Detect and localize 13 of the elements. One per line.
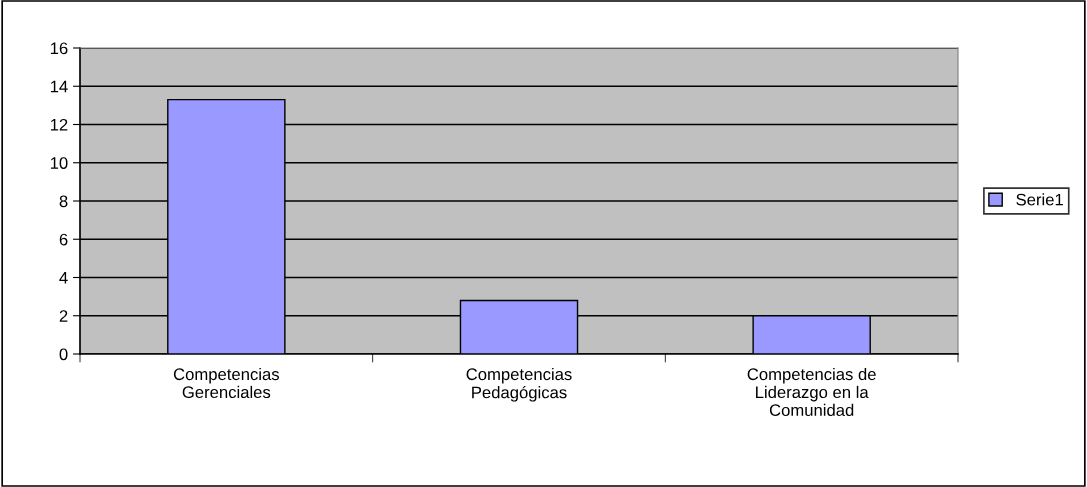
legend-label: Serie1	[1016, 193, 1063, 206]
y-tick-label: 12	[50, 118, 68, 131]
x-tick-label: Competencias de Liderazgo en la Comunidad	[747, 367, 876, 417]
y-tick-label: 0	[59, 348, 68, 361]
y-tick-label: 2	[59, 310, 68, 322]
y-tick-label: 6	[59, 233, 68, 246]
y-tick-label: 4	[59, 272, 68, 284]
x-tick-label: Competencias Gerenciales	[173, 367, 279, 399]
y-tick-label: 8	[59, 195, 68, 208]
y-tick-label: 10	[50, 157, 68, 169]
x-tick-label: Competencias Pedagógicas	[466, 367, 572, 402]
y-tick-label: 14	[50, 80, 68, 93]
y-tick-label: 16	[50, 42, 68, 55]
